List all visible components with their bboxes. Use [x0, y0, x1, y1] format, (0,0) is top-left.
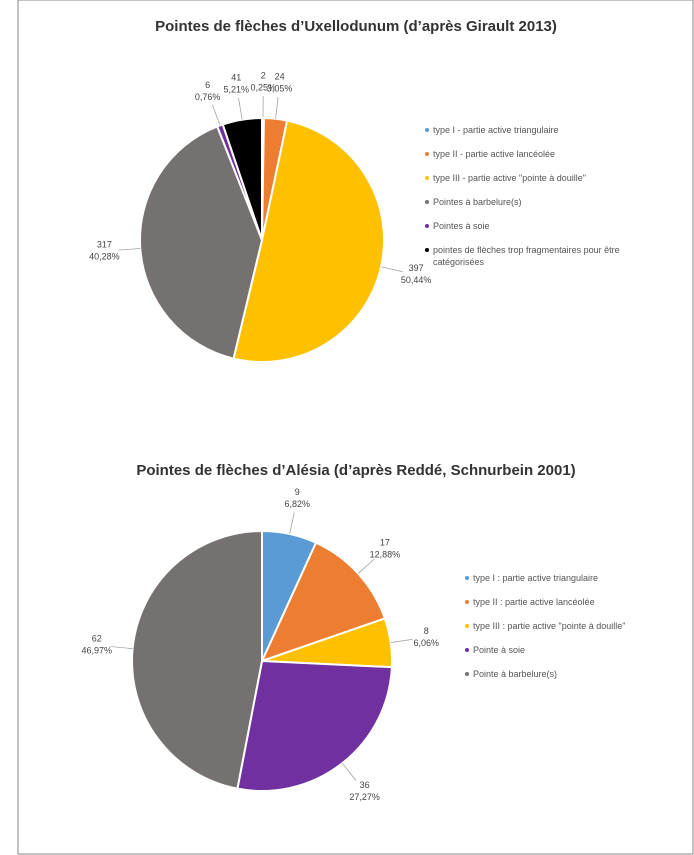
percent-label: 3,05% — [267, 83, 293, 93]
legend-label: type II : partie active lancéolée — [473, 597, 595, 607]
leader-line — [380, 266, 403, 272]
percent-label: 27,27% — [349, 792, 380, 802]
legend-swatch — [465, 648, 469, 652]
data-label: 9 — [295, 487, 300, 497]
pie-slice — [260, 541, 387, 663]
leader-line — [238, 97, 243, 120]
legend-item: type I - partie active triangulaire — [425, 124, 620, 136]
legend-item: Pointes à soie — [425, 220, 620, 232]
legend-label: type II - partie active lancéolée — [433, 149, 556, 159]
data-label: 397 — [409, 263, 424, 273]
legend-item: Pointes à barbelure(s) — [425, 196, 620, 208]
legend-swatch — [465, 600, 469, 604]
pie-slice — [236, 659, 393, 792]
legend-swatch — [465, 576, 469, 580]
pie-slice — [131, 529, 263, 790]
leader-line — [110, 646, 133, 649]
legend-swatch — [425, 248, 429, 252]
frame — [17, 0, 694, 855]
legend-label: type I - partie active triangulaire — [433, 125, 559, 135]
percent-label: 6,06% — [414, 638, 440, 648]
data-label: 24 — [275, 71, 285, 81]
leader-line — [390, 639, 413, 643]
percent-label: 50,44% — [401, 275, 432, 285]
leader-line — [342, 762, 357, 781]
data-label: 8 — [424, 626, 429, 636]
legend-item: type III : partie active "pointe à douil… — [465, 620, 670, 632]
percent-label: 12,88% — [370, 550, 401, 560]
percent-label: 6,82% — [285, 499, 311, 509]
legend-label: pointes de flèches trop fragmentaires po… — [433, 245, 620, 267]
legend-swatch — [425, 176, 429, 180]
legend-label: type III : partie active "pointe à douil… — [473, 621, 626, 631]
percent-label: 0,25% — [250, 82, 276, 92]
legend: type I : partie active triangulaire type … — [465, 572, 670, 692]
legend-item: type II : partie active lancéolée — [465, 596, 670, 608]
legend-item: type II - partie active lancéolée — [425, 148, 620, 160]
legend-label: type III - partie active "pointe à douil… — [433, 173, 586, 183]
chart-title: Pointes de flèches d’Uxellodunum (d’aprè… — [155, 18, 557, 35]
legend-swatch — [465, 672, 469, 676]
legend-item: pointes de flèches trop fragmentaires po… — [425, 244, 620, 268]
legend-label: Pointes à soie — [433, 221, 490, 231]
legend-swatch — [425, 128, 429, 132]
data-label: 41 — [231, 72, 241, 82]
data-label: 6 — [205, 80, 210, 90]
percent-label: 46,97% — [81, 646, 112, 656]
legend-swatch — [425, 224, 429, 228]
leader-line — [118, 248, 141, 251]
pie-slice — [221, 116, 263, 241]
percent-label: 40,28% — [89, 251, 120, 261]
data-label: 2 — [261, 70, 266, 80]
legend-item: type I : partie active triangulaire — [465, 572, 670, 584]
data-label: 62 — [92, 634, 102, 644]
leader-line — [289, 512, 295, 535]
legend-swatch — [465, 624, 469, 628]
leader-line — [357, 558, 375, 574]
pie-slice — [232, 119, 385, 363]
legend-label: type I : partie active triangulaire — [473, 573, 599, 583]
legend-swatch — [425, 200, 429, 204]
legend-item: type III - partie active "pointe à douil… — [425, 172, 620, 184]
legend-label: Pointes à barbelure(s) — [433, 197, 522, 207]
data-label: 36 — [360, 780, 370, 790]
legend-swatch — [425, 152, 429, 156]
chart-title: Pointes de flèches d’Alésia (d’après Red… — [136, 462, 575, 479]
legend-label: Pointe à soie — [473, 645, 526, 655]
data-label: 17 — [380, 538, 390, 548]
leader-line — [212, 104, 221, 126]
legend-label: Pointe à barbelure(s) — [473, 669, 558, 679]
legend-item: Pointe à barbelure(s) — [465, 668, 670, 680]
percent-label: 5,21% — [223, 84, 249, 94]
percent-label: 0,76% — [195, 92, 221, 102]
leader-line — [275, 96, 279, 119]
legend: type I - partie active triangulaire type … — [425, 124, 620, 280]
legend-item: Pointe à soie — [465, 644, 670, 656]
data-label: 317 — [97, 239, 112, 249]
pie-slice — [139, 125, 264, 360]
